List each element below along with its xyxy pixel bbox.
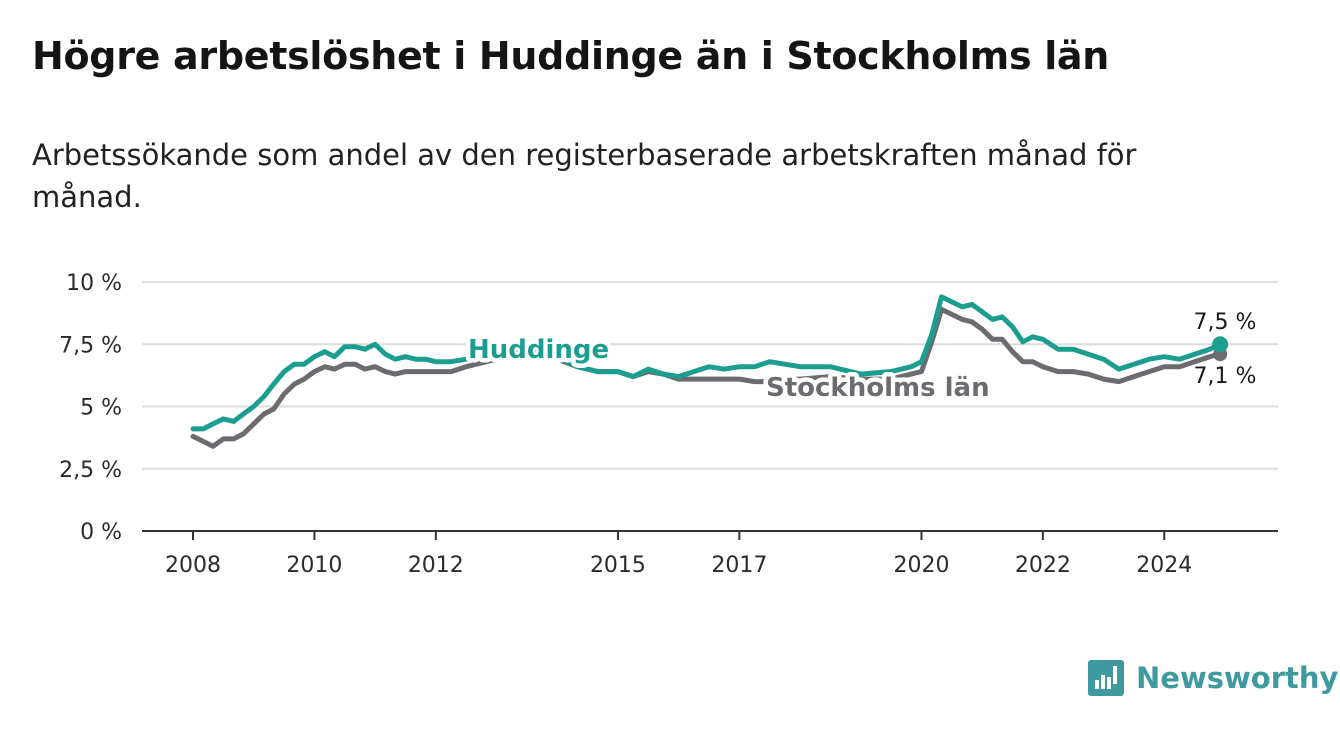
x-tick-label: 2008 bbox=[165, 553, 221, 578]
y-tick-label: 7,5 % bbox=[59, 333, 122, 358]
x-tick-label: 2012 bbox=[408, 553, 464, 578]
brand-name: Newsworthy bbox=[1136, 661, 1339, 695]
series-label-stockholms-lan: Stockholms län bbox=[766, 373, 990, 403]
chart-subtitle: Arbetssökande som andel av den registerb… bbox=[32, 138, 1137, 214]
brand-logo: Newsworthy bbox=[1088, 660, 1338, 696]
grid-lines bbox=[142, 281, 1278, 470]
x-tick-label: 2020 bbox=[893, 553, 949, 578]
series-label-stockholms-lan-halo: Stockholms län bbox=[766, 373, 990, 403]
series-lines bbox=[190, 294, 1229, 449]
bar-chart-logo-icon bbox=[1088, 660, 1124, 696]
y-tick-label: 2,5 % bbox=[59, 458, 122, 483]
x-tick-label: 2024 bbox=[1136, 553, 1192, 578]
x-tick-label: 2017 bbox=[711, 553, 767, 578]
x-tick-label: 2015 bbox=[590, 553, 646, 578]
x-tick-label: 2022 bbox=[1015, 553, 1071, 578]
x-axis-ticks: 2008 2010 2012 2015 2017 2020 2022 2024 bbox=[165, 531, 1192, 578]
end-value-label-stockholms-lan: 7,1 % bbox=[1194, 364, 1257, 389]
series-label-huddinge: Huddinge bbox=[468, 335, 609, 365]
x-tick-label: 2010 bbox=[286, 553, 342, 578]
y-tick-label: 0 % bbox=[80, 520, 122, 545]
y-tick-label: 10 % bbox=[66, 271, 122, 296]
series-end-point-huddinge bbox=[1212, 336, 1229, 353]
end-value-label-huddinge: 7,5 % bbox=[1194, 310, 1257, 335]
chart-title: Högre arbetslöshet i Huddinge än i Stock… bbox=[32, 34, 1110, 78]
y-tick-label: 5 % bbox=[80, 396, 122, 421]
series-line-stockholms-lan bbox=[190, 306, 1223, 449]
series-label-huddinge-halo: Huddinge bbox=[468, 335, 609, 365]
y-axis-ticks: 0 % 2,5 % 5 % 7,5 % 10 % bbox=[59, 271, 122, 545]
series-line-huddinge bbox=[190, 294, 1223, 432]
